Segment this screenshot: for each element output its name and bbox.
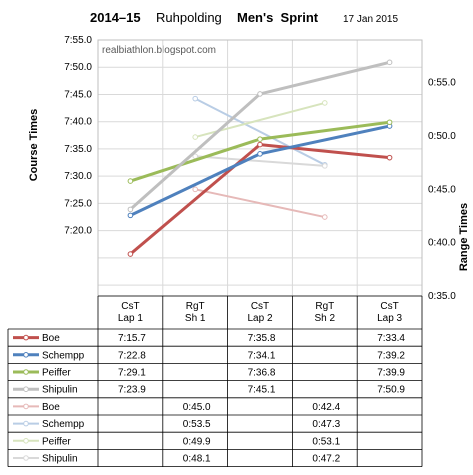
course-point-peiffer	[127, 178, 134, 184]
y-tick-label: 7:45.0	[64, 89, 92, 100]
data-label: 0:47.2	[312, 454, 340, 465]
y-tick-label: 7:25.0	[64, 198, 92, 209]
data-label: 7:50.9	[377, 385, 405, 396]
course-point-boe	[386, 154, 393, 161]
data-label: 7:23.9	[118, 385, 146, 396]
course-point-peiffer	[386, 119, 393, 126]
axes: 7:55.0 7:50.0 7:45.0 7:40.0 7:35.0 7:30.0 7:25…	[64, 35, 456, 302]
legend-marker	[23, 438, 29, 444]
legend-entry: Peiffer	[42, 436, 71, 447]
date-label: 17 Jan 2015	[343, 14, 398, 25]
range-point-peiffer	[322, 100, 328, 106]
watermark: realbiathlon.blogspot.com	[102, 45, 216, 56]
legend-entry: Schempp	[42, 419, 85, 430]
data-label: 0:53.1	[312, 436, 340, 447]
grid	[97, 39, 423, 297]
y2-tick-label: 0:40.0	[428, 238, 456, 249]
data-label: 7:33.4	[377, 333, 405, 344]
season-label: 2014–15	[90, 10, 141, 25]
data-label: 7:34.1	[248, 350, 276, 361]
course-point-boe	[127, 251, 134, 257]
range-line-schempp	[194, 97, 326, 166]
range-line-shipulin	[194, 155, 326, 167]
course-point-schempp	[127, 212, 134, 219]
venue-label: Ruhpolding	[156, 10, 222, 25]
course-point-shipulin	[257, 91, 263, 97]
legend-entry: Shipulin	[42, 454, 78, 465]
legend-marker	[23, 334, 29, 341]
range-point-peiffer	[192, 134, 198, 140]
data-label: 7:29.1	[118, 368, 146, 379]
event-label: Men's Sprint	[237, 10, 319, 25]
y2-tick-label: 0:55.0	[428, 78, 456, 89]
y2-tick-label: 0:45.0	[428, 184, 456, 195]
range-point-boe	[192, 186, 198, 193]
legend-marker	[23, 386, 29, 393]
data-label: 7:45.1	[248, 385, 276, 396]
data-label: 7:35.8	[248, 333, 276, 344]
y2-tick-label: 0:50.0	[428, 131, 456, 142]
data-label: 0:45.0	[183, 402, 211, 413]
data-label: 0:53.5	[183, 419, 211, 430]
legend-marker	[23, 403, 29, 410]
range-line-boe	[194, 188, 326, 219]
data-label: 7:22.8	[118, 350, 146, 361]
range-point-schempp	[192, 95, 198, 102]
category-label: Lap 3	[377, 313, 402, 324]
y-tick-label: 7:30.0	[64, 171, 92, 182]
y-axis-title: Course Times	[28, 109, 40, 182]
category-label: Sh 2	[315, 313, 336, 324]
legend-entry: Boe	[42, 333, 60, 344]
data-label: 0:47.3	[312, 419, 340, 430]
data-label: 0:42.4	[312, 402, 340, 413]
data-label: 0:49.9	[183, 436, 211, 447]
legend-entry: Boe	[42, 402, 60, 413]
y-tick-label: 7:55.0	[64, 35, 92, 46]
category-label: CsT	[380, 301, 398, 312]
category-label: Sh 1	[185, 313, 206, 324]
legend-marker	[23, 455, 29, 461]
legend-entry: Schempp	[42, 350, 85, 361]
y-tick-label: 7:40.0	[64, 117, 92, 128]
legend-marker	[23, 352, 29, 358]
data-label: 7:15.7	[118, 333, 146, 344]
course-point-schempp	[257, 151, 263, 157]
category-label: CsT	[251, 301, 269, 312]
y-tick-label: 7:20.0	[64, 226, 92, 237]
course-point-shipulin	[127, 206, 134, 213]
legend-entry: Shipulin	[42, 385, 78, 396]
course-point-shipulin	[386, 59, 393, 66]
category-label: Lap 1	[118, 313, 143, 324]
legend-entry: Peiffer	[42, 368, 71, 379]
data-label: 7:39.2	[377, 350, 405, 361]
y2-axis-title: Range Times	[458, 203, 470, 271]
series	[127, 59, 393, 257]
range-point-shipulin	[322, 163, 328, 169]
y-tick-label: 7:50.0	[64, 62, 92, 73]
legend-marker	[23, 369, 29, 375]
data-label: 0:48.1	[183, 454, 211, 465]
category-label: RgT	[315, 301, 334, 312]
data-label: 7:39.9	[377, 368, 405, 379]
course-point-boe	[257, 141, 263, 148]
category-label: RgT	[186, 301, 205, 312]
category-label: Lap 2	[247, 313, 272, 324]
y-tick-label: 7:35.0	[64, 144, 92, 155]
course-point-peiffer	[257, 136, 263, 142]
data-label: 7:36.8	[248, 368, 276, 379]
y2-tick-label: 0:35.0	[428, 291, 456, 302]
category-label: CsT	[121, 301, 139, 312]
range-point-boe	[322, 214, 328, 220]
legend-marker	[23, 420, 29, 427]
